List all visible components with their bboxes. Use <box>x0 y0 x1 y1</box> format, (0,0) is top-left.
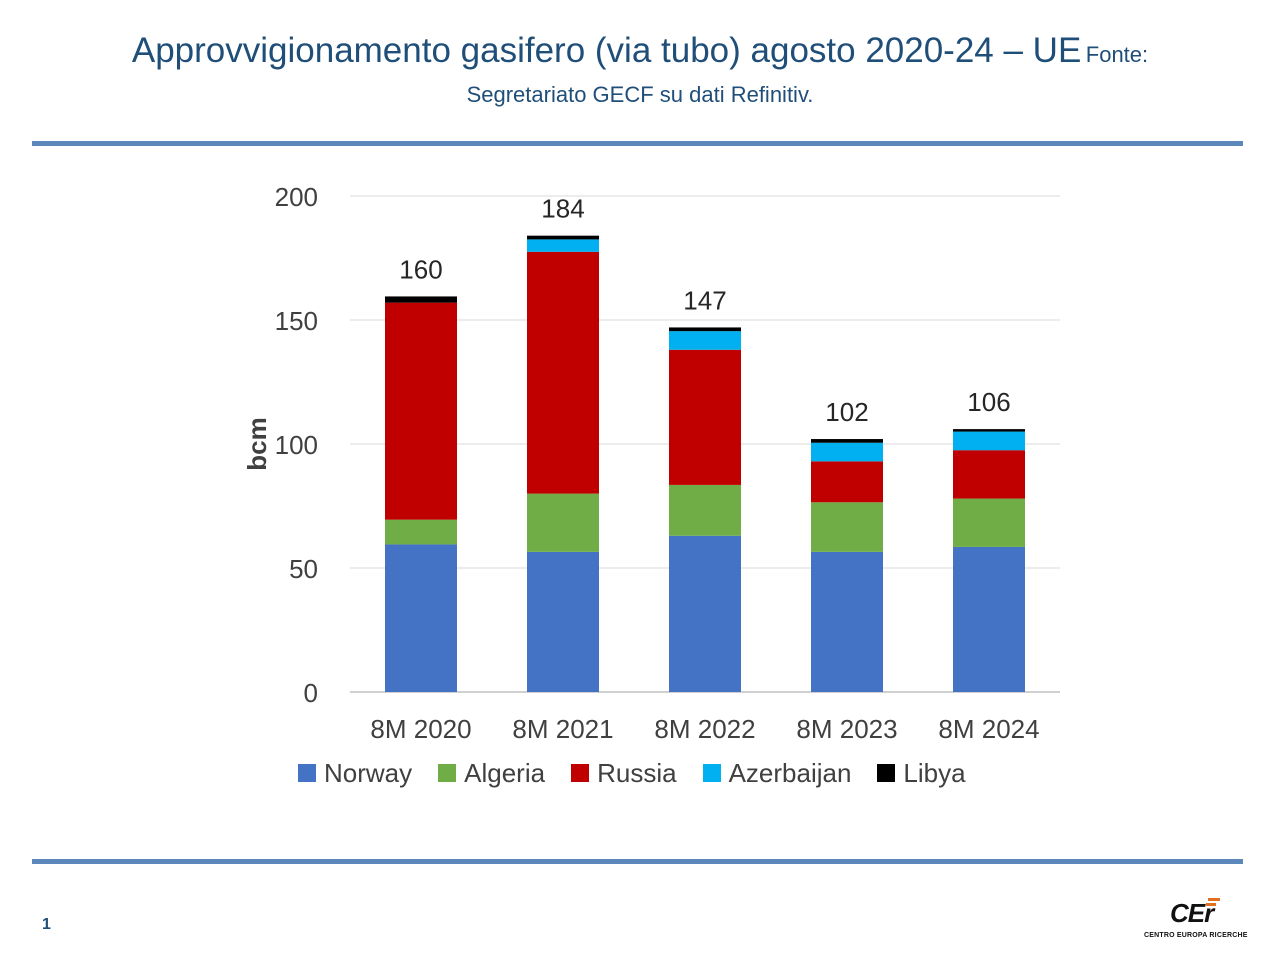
bar-russia-3 <box>811 461 883 503</box>
total-label: 160 <box>399 254 442 284</box>
bar-russia-0 <box>385 302 457 520</box>
bar-norway-4 <box>953 546 1025 692</box>
bar-algeria-4 <box>953 498 1025 547</box>
bar-libya-4 <box>953 429 1025 432</box>
x-tick-label: 8M 2022 <box>654 714 755 744</box>
bar-norway-3 <box>811 551 883 692</box>
bar-azerbaijan-4 <box>953 431 1025 451</box>
source-note: Segretariato GECF su dati Refinitiv. <box>466 82 814 107</box>
y-tick-label: 0 <box>304 678 318 708</box>
total-label: 184 <box>541 194 584 224</box>
page-number: 1 <box>42 916 51 933</box>
bar-russia-1 <box>527 251 599 494</box>
cer-logo: CEr CENTRO EUROPA RICERCHE <box>1140 896 1252 944</box>
total-label: 106 <box>967 387 1010 417</box>
bar-algeria-2 <box>669 484 741 536</box>
x-tick-label: 8M 2020 <box>370 714 471 744</box>
bar-libya-0 <box>385 296 457 303</box>
bar-libya-1 <box>527 235 599 240</box>
bar-libya-3 <box>811 439 883 443</box>
bar-azerbaijan-3 <box>811 442 883 462</box>
logo-accent-icon <box>1206 898 1220 906</box>
slide-title: Approvvigionamento gasifero (via tubo) a… <box>131 31 1082 70</box>
logo-text: CENTRO EUROPA RICERCHE <box>1144 932 1248 939</box>
x-tick-label: 8M 2021 <box>512 714 613 744</box>
legend-label: Algeria <box>464 757 546 788</box>
y-tick-label: 100 <box>275 430 318 460</box>
title-line: Approvvigionamento gasifero (via tubo) a… <box>0 28 1280 81</box>
legend-label: Russia <box>597 757 677 788</box>
legend-item-algeria: Algeria <box>438 758 545 789</box>
legend-swatch <box>438 764 457 782</box>
legend-swatch <box>571 764 590 782</box>
y-axis-label: bcm <box>242 417 272 470</box>
bar-algeria-1 <box>527 493 599 552</box>
legend-item-russia: Russia <box>571 757 677 789</box>
bar-algeria-3 <box>811 502 883 552</box>
bar-libya-2 <box>669 327 741 332</box>
legend-swatch <box>877 764 896 782</box>
bar-norway-0 <box>385 544 457 692</box>
legend-item-azerbaijan: Azerbaijan <box>702 757 852 789</box>
legend-item-libya: Libya <box>877 757 966 789</box>
slide-header: Approvvigionamento gasifero (via tubo) a… <box>0 28 1280 109</box>
y-tick-label: 200 <box>275 182 318 212</box>
legend-item-norway: Norway <box>298 758 412 789</box>
y-tick-label: 50 <box>289 554 318 584</box>
bar-algeria-0 <box>385 519 457 545</box>
bar-russia-4 <box>953 450 1025 499</box>
legend-swatch <box>298 764 316 782</box>
bar-russia-2 <box>669 349 741 485</box>
bar-norway-1 <box>527 551 599 692</box>
legend-label: Norway <box>324 757 413 788</box>
top-divider <box>32 141 1243 146</box>
total-label: 147 <box>683 285 726 315</box>
bar-azerbaijan-2 <box>669 331 741 350</box>
y-tick-label: 150 <box>275 306 318 336</box>
total-label: 102 <box>825 397 868 427</box>
legend-label: Azerbaijan <box>728 757 852 788</box>
source-prefix: Fonte: <box>1085 42 1149 67</box>
bar-azerbaijan-1 <box>527 239 599 252</box>
x-tick-label: 8M 2023 <box>796 714 897 744</box>
bottom-divider <box>32 859 1243 864</box>
chart-legend: Norway Algeria Russia Azerbaijan Libya <box>298 756 1038 790</box>
x-tick-label: 8M 2024 <box>938 714 1039 744</box>
bar-norway-2 <box>669 535 741 692</box>
legend-label: Libya <box>903 757 966 788</box>
legend-swatch <box>702 764 721 782</box>
